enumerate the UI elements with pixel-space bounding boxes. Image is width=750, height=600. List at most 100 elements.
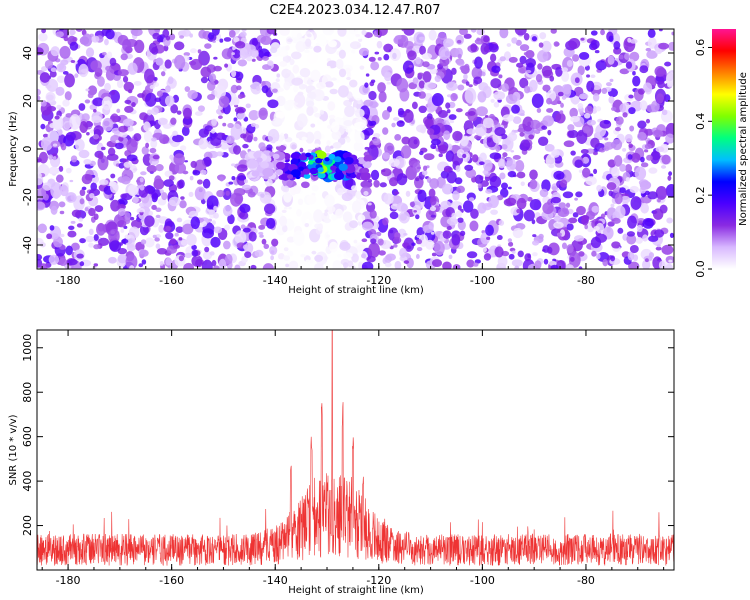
heatmap-cell: [628, 261, 640, 269]
heatmap-cell: [569, 107, 578, 118]
heatmap-feature-cell: [330, 165, 338, 171]
heatmap-cell: [624, 52, 630, 60]
heatmap-cell: [67, 230, 77, 238]
heatmap-cell: [351, 253, 359, 263]
heatmap-cell: [116, 79, 124, 89]
heatmap-cell: [478, 82, 489, 91]
heatmap-cell: [213, 212, 219, 219]
heatmap-cell: [262, 56, 269, 61]
heatmap-cell: [283, 190, 292, 203]
heatmap-cell: [626, 231, 636, 237]
heatmap-cell: [122, 75, 129, 83]
heatmap-cell: [152, 32, 161, 40]
heatmap-cell: [173, 244, 180, 249]
heatmap-cell: [121, 193, 133, 201]
heatmap-cell: [210, 236, 221, 248]
x-tick-label: -80: [577, 274, 595, 287]
heatmap-cell: [168, 175, 175, 181]
heatmap-cell: [655, 186, 668, 200]
heatmap-cell: [357, 100, 362, 105]
heatmap-cell: [275, 111, 285, 119]
heatmap-feature-cell: [333, 171, 345, 181]
heatmap-feature-cell: [290, 169, 301, 178]
heatmap-cell: [463, 73, 468, 80]
heatmap-cell: [419, 45, 426, 56]
heatmap-cell: [263, 203, 276, 215]
heatmap-cell: [258, 45, 263, 51]
heatmap-cell: [609, 78, 614, 82]
heatmap-cell: [365, 73, 370, 77]
heatmap-cell: [231, 176, 236, 181]
heatmap-cell: [163, 179, 174, 187]
heatmap-cell: [120, 228, 125, 233]
heatmap-cell: [194, 111, 203, 116]
heatmap-cell: [63, 36, 69, 42]
heatmap-cell: [242, 143, 249, 149]
heatmap-cell: [75, 138, 85, 152]
heatmap-cell: [326, 234, 331, 238]
heatmap-cell: [667, 175, 672, 181]
heatmap-cell: [644, 190, 650, 196]
heatmap-cell: [353, 239, 358, 244]
heatmap-cell: [640, 202, 649, 214]
heatmap-cell: [354, 108, 365, 118]
heatmap-cell: [124, 105, 134, 113]
heatmap-cell: [384, 71, 392, 82]
heatmap-cell: [214, 85, 227, 100]
heatmap-cell: [382, 127, 389, 135]
heatmap-cell: [454, 177, 463, 185]
heatmap-cell: [442, 261, 452, 269]
heatmap-cell: [270, 250, 275, 254]
heatmap-cell: [258, 107, 268, 120]
heatmap-cell: [39, 263, 48, 269]
heatmap-cell: [520, 139, 531, 152]
heatmap-cell: [544, 143, 555, 152]
heatmap-cell: [300, 181, 310, 189]
heatmap-cell: [548, 260, 557, 266]
colorbar-ticks: 0.0 0.2 0.4 0.6: [694, 39, 712, 278]
heatmap-cell: [625, 177, 631, 182]
heatmap-cell: [508, 253, 515, 260]
heatmap-cell: [168, 196, 181, 207]
heatmap-cell: [383, 53, 390, 61]
heatmap-cell: [180, 145, 187, 151]
heatmap-cell: [405, 190, 411, 197]
heatmap-cell: [650, 100, 660, 113]
heatmap-cell: [266, 29, 277, 35]
heatmap-cell: [449, 119, 455, 124]
heatmap-cell: [510, 206, 521, 216]
heatmap-cell: [630, 196, 642, 210]
heatmap-cell: [78, 217, 84, 222]
heatmap-cell: [174, 232, 179, 237]
heatmap-cell: [338, 49, 346, 59]
heatmap-cell: [578, 251, 585, 257]
heatmap-cell: [611, 139, 623, 151]
heatmap-cell: [514, 160, 525, 172]
heatmap-cell: [223, 37, 232, 42]
heatmap-cell: [543, 258, 549, 265]
heatmap-cell: [290, 51, 302, 60]
heatmap-cell: [149, 147, 157, 154]
heatmap-cell: [65, 113, 73, 118]
heatmap-cell: [310, 123, 316, 128]
heatmap-cell: [512, 154, 521, 160]
heatmap-cell: [536, 108, 542, 114]
heatmap-cell: [159, 261, 164, 266]
x-tick-label: -160: [159, 274, 184, 287]
heatmap-cell: [486, 136, 492, 143]
heatmap-cell: [622, 112, 628, 118]
heatmap-cell: [511, 250, 516, 254]
heatmap-cell: [239, 48, 249, 60]
heatmap-cell: [475, 106, 488, 117]
heatmap-cell: [70, 220, 76, 224]
heatmap-cell: [191, 244, 197, 251]
heatmap-cell: [69, 29, 76, 36]
heatmap-cell: [328, 209, 333, 215]
heatmap-cell: [332, 260, 342, 269]
heatmap-cell: [396, 77, 409, 93]
heatmap-cell: [151, 107, 159, 115]
heatmap-feature-cell: [315, 158, 323, 164]
heatmap-cell: [531, 219, 536, 225]
heatmap-cell: [393, 117, 400, 121]
heatmap-cell: [219, 176, 224, 182]
